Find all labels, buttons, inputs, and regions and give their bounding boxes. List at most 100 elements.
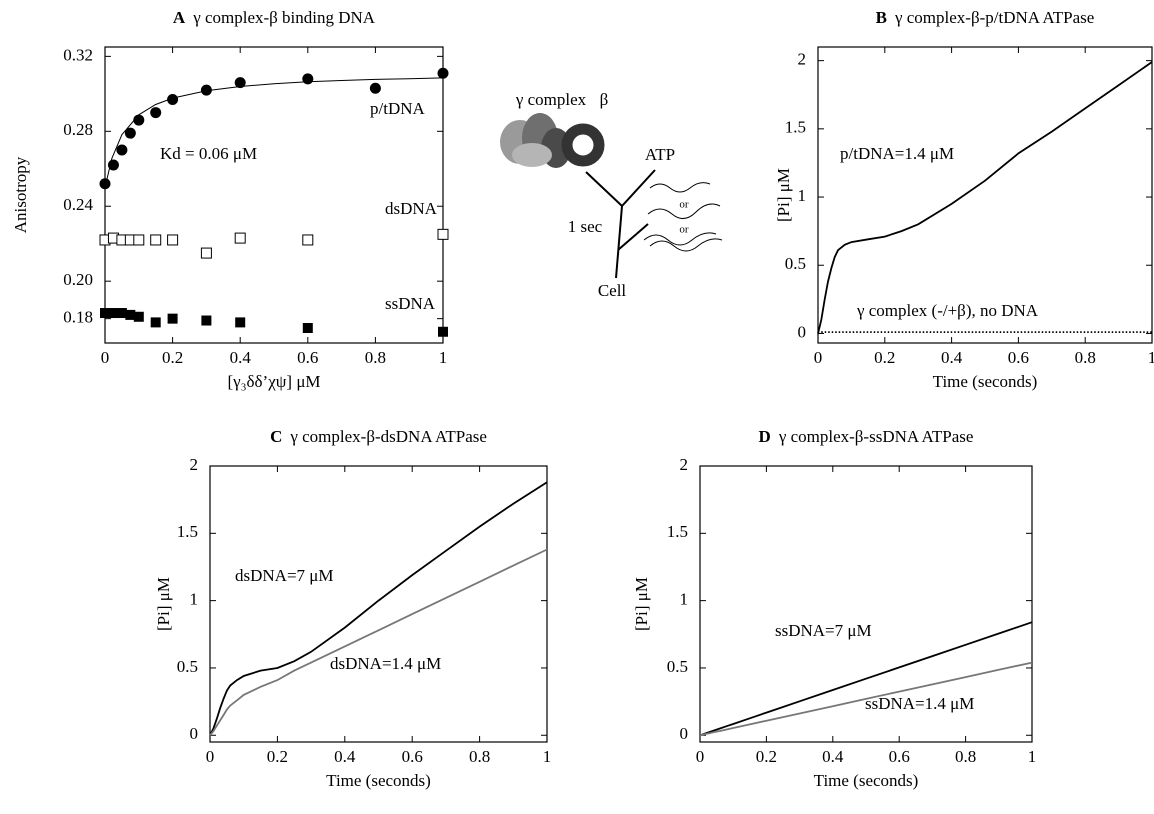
title-text: γ complex-β-p/tDNA ATPase [894, 8, 1094, 27]
point [167, 234, 179, 246]
point [234, 232, 246, 244]
series-label: γ complex (-/+β), no DNA [856, 301, 1039, 320]
x-tick-label: 0.2 [756, 747, 777, 766]
series-label: dsDNA [385, 199, 438, 218]
point [438, 326, 448, 337]
beta-clamp [561, 123, 605, 167]
diagram-label: β [600, 90, 609, 109]
subunit [512, 143, 552, 167]
point [302, 323, 313, 334]
point [167, 93, 179, 105]
point [302, 234, 314, 246]
point [133, 114, 145, 126]
y-tick-label: 0.5 [785, 254, 806, 273]
series-label: dsDNA=7 μM [235, 566, 334, 585]
y-tick-label: 0.20 [63, 270, 93, 289]
x-tick-label: 0.6 [889, 747, 910, 766]
x-tick-label: 1 [543, 747, 552, 766]
x-tick-label: 0.2 [874, 348, 895, 367]
x-tick-label: 0.6 [402, 747, 423, 766]
point [235, 317, 246, 328]
panel-letter: C [270, 427, 282, 446]
series-label: ssDNA [385, 294, 436, 313]
x-tick-label: 1 [439, 348, 448, 367]
panel-letter: A [173, 8, 186, 27]
point [133, 234, 145, 246]
y-axis-label: Anisotropy [11, 156, 30, 233]
point [302, 73, 314, 85]
data-line [209, 481, 548, 736]
series-label: p/tDNA [370, 99, 426, 118]
x-tick-label: 0.4 [334, 747, 356, 766]
y-tick-label: 0.24 [63, 195, 93, 214]
x-tick-label: 0.8 [955, 747, 976, 766]
x-tick-label: 0.6 [297, 348, 318, 367]
point [369, 82, 381, 94]
plot-frame [104, 46, 444, 344]
x-axis-label: Time (seconds) [326, 771, 431, 790]
y-tick-label: 0.28 [63, 120, 93, 139]
series-label: p/tDNA=1.4 μM [840, 144, 954, 163]
data-line [817, 61, 1153, 334]
y-tick-label: 0.5 [177, 657, 198, 676]
y-tick-label: 0.5 [667, 657, 688, 676]
series-label: ssDNA=7 μM [775, 621, 872, 640]
y-axis-label: [Pi] μM [632, 577, 651, 631]
annotation: Kd = 0.06 μM [160, 144, 257, 163]
y-axis-label: [Pi] μM [774, 168, 793, 222]
y-tick-label: 2 [190, 455, 199, 474]
point [150, 317, 161, 328]
point [125, 309, 136, 320]
diagram-label: γ complex [515, 90, 587, 109]
y-tick-label: 0 [798, 322, 807, 341]
point [150, 234, 162, 246]
x-tick-label: 0 [101, 348, 110, 367]
point [99, 178, 111, 190]
schematic: γ complex β ATP 1 sec or or Cell [500, 90, 723, 300]
point [116, 308, 127, 319]
point [437, 67, 449, 79]
series-label: ssDNA=1.4 μM [865, 694, 974, 713]
x-tick-label: 0.8 [469, 747, 490, 766]
y-tick-label: 1 [190, 590, 199, 609]
x-tick-label: 0.8 [1075, 348, 1096, 367]
diagram-label: or [679, 224, 689, 236]
x-tick-label: 0.4 [822, 747, 844, 766]
point [100, 308, 110, 319]
point [150, 107, 162, 119]
x-tick-label: 0.4 [230, 348, 252, 367]
y-tick-label: 1 [798, 186, 807, 205]
y-tick-label: 0 [190, 724, 199, 743]
point [167, 313, 178, 324]
x-tick-label: 0.4 [941, 348, 963, 367]
x-tick-label: 0.6 [1008, 348, 1029, 367]
panel-letter: D [759, 427, 771, 446]
y-tick-label: 1.5 [785, 118, 806, 137]
point [107, 159, 119, 171]
x-tick-label: 1 [1028, 747, 1037, 766]
title-text: γ complex-β-ssDNA ATPase [778, 427, 974, 446]
data-line [699, 621, 1033, 737]
x-axis-label: Time (seconds) [933, 372, 1038, 391]
series-label: dsDNA=1.4 μM [330, 654, 441, 673]
point [124, 127, 136, 139]
diagram-label: ATP [645, 145, 675, 164]
y-tick-label: 1 [680, 590, 689, 609]
x-axis-label: Time (seconds) [814, 771, 919, 790]
x-tick-label: 1 [1148, 348, 1154, 367]
x-axis-label: [γ₃δδ’χψ] μM [227, 372, 320, 391]
y-tick-label: 2 [680, 455, 689, 474]
plot-frame [699, 465, 1033, 743]
y-tick-label: 0 [680, 724, 689, 743]
point [200, 84, 212, 96]
x-tick-label: 0.2 [162, 348, 183, 367]
diagram-label: or [679, 199, 689, 211]
pathway [585, 169, 656, 279]
title-text: γ complex-β binding DNA [192, 8, 376, 27]
